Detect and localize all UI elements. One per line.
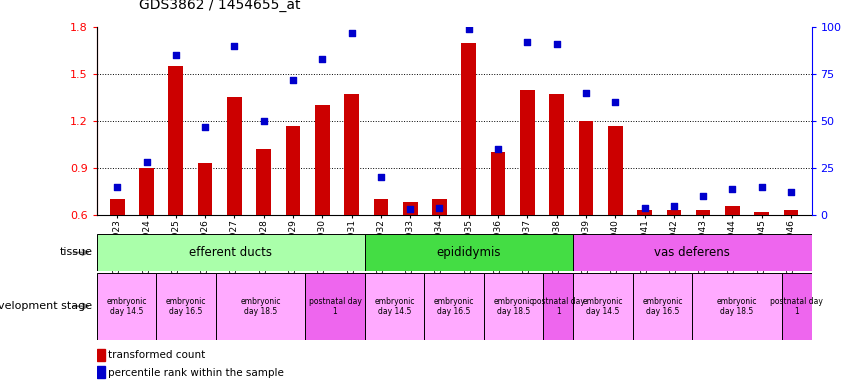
Bar	[373, 199, 389, 215]
Bar	[286, 126, 300, 215]
Bar	[97, 234, 365, 271]
Text: postnatal day
1: postnatal day 1	[309, 296, 362, 316]
Point	[257, 118, 271, 124]
Bar	[97, 349, 105, 361]
Bar	[491, 152, 505, 215]
Text: postnatal day
1: postnatal day 1	[532, 296, 584, 316]
Point	[345, 30, 358, 36]
Bar	[574, 234, 812, 271]
Bar	[574, 273, 632, 340]
Text: development stage: development stage	[0, 301, 93, 311]
Bar	[344, 94, 359, 215]
Text: embryonic
day 16.5: embryonic day 16.5	[166, 296, 206, 316]
Point	[521, 39, 534, 45]
Point	[286, 76, 299, 83]
Text: embryonic
day 16.5: embryonic day 16.5	[643, 296, 683, 316]
Bar	[782, 273, 812, 340]
Point	[579, 90, 593, 96]
Bar	[637, 210, 652, 215]
Text: percentile rank within the sample: percentile rank within the sample	[108, 367, 284, 377]
Bar	[365, 273, 425, 340]
Bar	[315, 105, 330, 215]
Bar	[692, 273, 782, 340]
Bar	[110, 199, 124, 215]
Bar	[305, 273, 365, 340]
Bar	[579, 121, 593, 215]
Bar	[97, 273, 156, 340]
Point	[696, 193, 710, 199]
Bar	[543, 273, 574, 340]
Point	[462, 26, 475, 32]
Point	[755, 184, 769, 190]
Bar	[549, 94, 564, 215]
Bar	[198, 163, 213, 215]
Point	[404, 206, 417, 212]
Bar	[365, 234, 574, 271]
Point	[491, 146, 505, 152]
Text: embryonic
day 14.5: embryonic day 14.5	[106, 296, 146, 316]
Bar	[696, 210, 711, 215]
Point	[169, 52, 182, 58]
Point	[315, 56, 329, 62]
Point	[609, 99, 622, 105]
Text: efferent ducts: efferent ducts	[189, 246, 272, 259]
Bar	[168, 66, 183, 215]
Point	[198, 124, 212, 130]
Text: vas deferens: vas deferens	[654, 246, 730, 259]
Point	[433, 204, 447, 210]
Bar	[227, 98, 241, 215]
Bar	[216, 273, 305, 340]
Point	[785, 189, 798, 195]
Text: GDS3862 / 1454655_at: GDS3862 / 1454655_at	[139, 0, 300, 12]
Text: epididymis: epididymis	[436, 246, 501, 259]
Bar	[484, 273, 543, 340]
Point	[374, 174, 388, 180]
Point	[726, 185, 739, 192]
Point	[667, 203, 680, 209]
Bar	[520, 89, 535, 215]
Text: embryonic
day 14.5: embryonic day 14.5	[374, 296, 415, 316]
Text: tissue: tissue	[60, 247, 93, 258]
Bar	[725, 206, 740, 215]
Bar	[425, 273, 484, 340]
Point	[140, 159, 153, 166]
Text: postnatal day
1: postnatal day 1	[770, 296, 823, 316]
Bar	[667, 210, 681, 215]
Bar	[403, 202, 417, 215]
Bar	[784, 210, 798, 215]
Bar	[432, 199, 447, 215]
Bar	[608, 126, 622, 215]
Point	[550, 41, 563, 47]
Point	[637, 204, 651, 210]
Bar	[140, 168, 154, 215]
Text: embryonic
day 14.5: embryonic day 14.5	[583, 296, 623, 316]
Text: embryonic
day 18.5: embryonic day 18.5	[241, 296, 281, 316]
Bar	[97, 366, 105, 379]
Bar	[754, 212, 769, 215]
Bar	[632, 273, 692, 340]
Bar	[156, 273, 216, 340]
Point	[110, 184, 124, 190]
Text: embryonic
day 18.5: embryonic day 18.5	[494, 296, 534, 316]
Point	[228, 43, 241, 49]
Text: embryonic
day 18.5: embryonic day 18.5	[717, 296, 758, 316]
Text: transformed count: transformed count	[108, 350, 205, 360]
Text: embryonic
day 16.5: embryonic day 16.5	[434, 296, 474, 316]
Bar	[257, 149, 271, 215]
Bar	[462, 43, 476, 215]
